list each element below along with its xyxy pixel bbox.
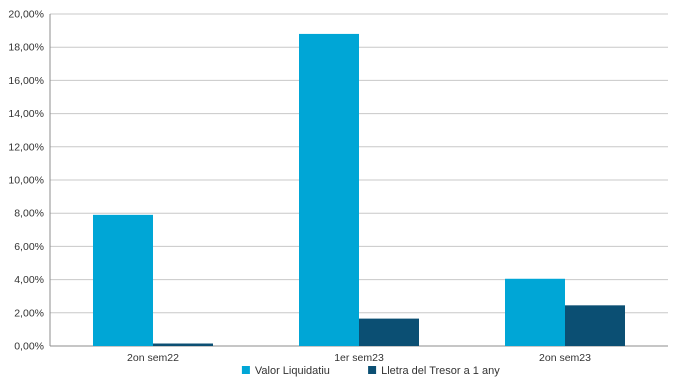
bar-lletra-tresor-2 (565, 305, 625, 346)
legend-label: Valor Liquidatiu (255, 365, 330, 377)
legend-swatch (241, 366, 250, 374)
bar-valor-liquidatiu-1 (299, 33, 359, 347)
y-tick-label: 12,00% (8, 141, 44, 153)
bar-lletra-tresor-1 (359, 318, 419, 346)
legend-label: Lletra del Tresor a 1 any (381, 365, 500, 377)
x-category-label: 2on sem23 (539, 352, 591, 364)
x-category-label: 1er sem23 (334, 352, 384, 364)
legend: Valor Liquidatiu Lletra del Tresor a 1 an… (241, 365, 500, 377)
y-tick-label: 8,00% (14, 208, 44, 220)
y-tick-label: 16,00% (8, 75, 44, 87)
bar-lletra-tresor-0 (153, 343, 213, 346)
y-tick-label: 14,00% (8, 108, 44, 120)
y-tick-label: 10,00% (8, 175, 44, 187)
label-layer: 0,00% 2,00% 4,00% 6,00% 8,00% 10,00% 12,00% 14,… (8, 9, 591, 365)
bar-valor-liquidatiu-2 (505, 278, 565, 346)
legend-swatch (368, 366, 377, 374)
bar-layer (93, 33, 625, 347)
y-tick-label: 20,00% (8, 9, 44, 21)
y-tick-label: 6,00% (14, 241, 44, 253)
y-tick-label: 18,00% (8, 42, 44, 54)
x-category-label: 2on sem22 (127, 352, 179, 364)
y-tick-label: 2,00% (14, 307, 44, 319)
y-tick-label: 4,00% (14, 274, 44, 286)
y-tick-label: 0,00% (14, 341, 44, 353)
bar-valor-liquidatiu-0 (93, 214, 153, 346)
